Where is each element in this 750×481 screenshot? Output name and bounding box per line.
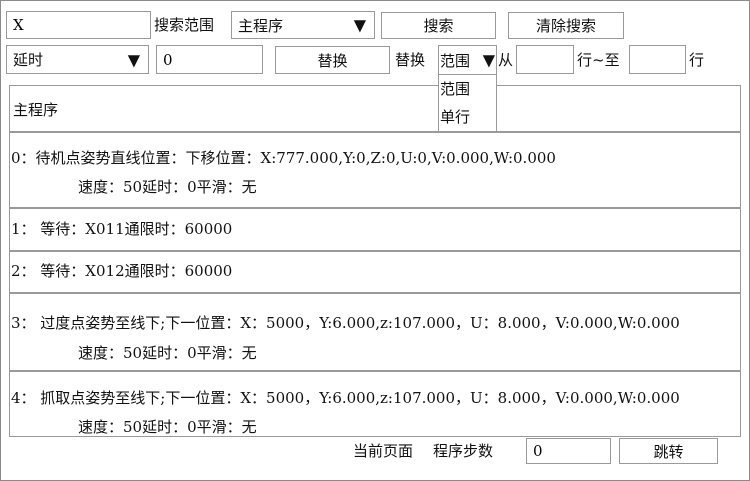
search-scope-select[interactable]: 主程序 ▼ (231, 11, 375, 39)
dropdown-option-single-line[interactable]: 单行 (440, 108, 471, 126)
search-button[interactable]: 搜索 (381, 12, 496, 39)
row-line2: 速度：50延时：0平滑：无 (78, 344, 257, 362)
current-page-label: 当前页面 (353, 442, 414, 460)
replace-range-value: 范围 (440, 51, 471, 70)
replace-field-select[interactable]: 延时 ▼ (6, 45, 149, 74)
divider (10, 292, 740, 294)
row-line1: 0：待机点姿势直线位置：下移位置：X:777.000,Y:0,Z:0,U:0,V… (11, 149, 556, 167)
divider (10, 131, 740, 133)
row-line2: 速度：50延时：0平滑：无 (78, 178, 257, 196)
clear-search-button[interactable]: 清除搜索 (508, 12, 624, 39)
row-line1: 2： 等待：X012通限时：60000 (11, 262, 233, 280)
replace-value-input[interactable] (156, 45, 263, 74)
row-line2: 速度：50延时：0平滑：无 (78, 418, 257, 436)
replace-field-value: 延时 (13, 51, 44, 69)
program-step-input[interactable] (526, 438, 611, 464)
replace-range-select[interactable]: 范围 ▼ (438, 45, 497, 75)
search-input[interactable] (6, 11, 151, 39)
replace-label: 替换 (395, 51, 426, 69)
divider (10, 250, 740, 252)
program-list: 主程序 0：待机点姿势直线位置：下移位置：X:777.000,Y:0,Z:0,U… (9, 85, 741, 437)
line-label: 行 (689, 51, 705, 69)
triangle-down-icon: ▼ (353, 15, 366, 35)
triangle-down-icon: ▼ (127, 50, 140, 69)
divider (10, 370, 740, 372)
jump-button[interactable]: 跳转 (619, 438, 718, 464)
search-scope-value: 主程序 (238, 16, 284, 35)
replace-button[interactable]: 替换 (275, 46, 390, 74)
row-line1: 1： 等待：X011通限时：60000 (11, 220, 233, 238)
triangle-down-icon: ▼ (482, 50, 495, 70)
search-scope-label: 搜索范围 (154, 16, 215, 34)
program-list-header: 主程序 (13, 101, 59, 119)
from-label: 从 (498, 51, 514, 69)
divider (10, 207, 740, 209)
dropdown-option-range[interactable]: 范围 (440, 80, 471, 98)
from-line-input[interactable] (516, 45, 574, 74)
to-label: 行~至 (577, 51, 620, 69)
program-step-label: 程序步数 (433, 442, 494, 460)
replace-range-dropdown: 范围 单行 (438, 74, 497, 132)
to-line-input[interactable] (629, 45, 686, 74)
row-line1: 3： 过度点姿势至线下;下一位置：X：5000，Y:6.000,z:107.00… (11, 314, 680, 332)
row-line1: 4： 抓取点姿势至线下;下一位置：X：5000，Y:6.000,z:107.00… (11, 389, 680, 407)
